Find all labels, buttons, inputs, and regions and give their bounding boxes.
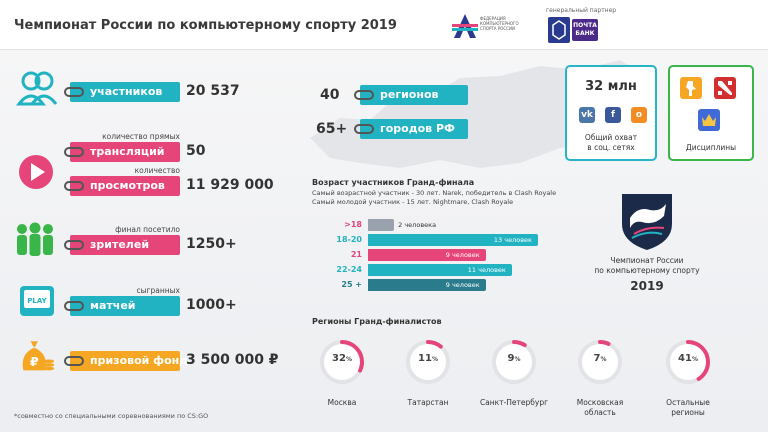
spectators-caption: финал посетило [115, 225, 180, 234]
age-row: >18 2 человека [312, 219, 552, 231]
region-percent: 32% [332, 353, 352, 364]
matches-label: матчей [64, 296, 180, 316]
region-percent: 11% [418, 353, 438, 364]
region-name: Санкт-Петербург [479, 398, 549, 407]
prize-label: призовой фонд [64, 351, 188, 371]
emblem-year: 2019 [630, 279, 664, 293]
region-percent: 9% [507, 353, 521, 364]
social-icons: vk f o [575, 107, 651, 123]
age-bar-text: 13 человек [493, 236, 532, 244]
sponsor-caption: генеральный партнер [546, 7, 617, 14]
region-name: Москва [327, 398, 357, 407]
age-bar: 9 человек [368, 249, 486, 261]
age-bar: 11 человек [368, 264, 512, 276]
championship-emblem-icon [622, 194, 672, 250]
matches-value: 1000+ [186, 297, 237, 313]
age-row-label: 18-20 [336, 235, 362, 244]
age-row: 18-20 13 человек [312, 234, 552, 246]
views-value: 11 929 000 [186, 177, 274, 193]
footnote: *совместно со специальными соревнованиям… [14, 412, 209, 420]
svg-text:₽: ₽ [30, 354, 39, 369]
age-row-label: 21 [350, 250, 362, 259]
spectators-label: зрителей [64, 235, 180, 255]
broadcasts-caption: количество прямых [102, 132, 180, 141]
age-row-label: 25 + [341, 280, 362, 289]
broadcasts-label: трансляций [64, 142, 180, 162]
broadcasts-value: 50 [186, 143, 206, 159]
age-bar-text: 11 человек [467, 266, 506, 274]
prize-value: 3 500 000 ₽ [186, 352, 279, 368]
social-reach-card: 32 млн vk f o Общий охват в соц. сетях [565, 65, 657, 161]
spectators-icon [17, 222, 53, 256]
money-bag-icon: ₽ [22, 341, 55, 371]
spectators-value: 1250+ [186, 236, 237, 252]
region-donut: 41% [664, 338, 712, 386]
cities-label: городов РФ [354, 119, 468, 139]
social-caption: Общий охват в соц. сетях [584, 133, 638, 152]
sponsor-logo: ПОЧТА БАНК [548, 17, 598, 43]
regions-value: 40 [320, 87, 340, 103]
age-row: 25 + 9 человек [312, 279, 552, 291]
federation-logo: ФЕДЕРАЦИЯ КОМПЬЮТЕРНОГО СПОРТА РОССИИ [452, 12, 524, 42]
region-name: Татарстан [407, 398, 449, 407]
participants-value: 20 537 [186, 83, 240, 99]
age-youngest-note: Самый молодой участник - 15 лет. Nightma… [312, 198, 514, 206]
age-row-label: 22-24 [336, 265, 362, 274]
region-donut: 32% [318, 338, 366, 386]
dota-2-icon [714, 77, 736, 99]
age-row: 21 9 человек [312, 249, 552, 261]
disciplines-caption: Дисциплины [685, 143, 737, 152]
views-caption: количество [134, 166, 180, 175]
cities-value: 65+ [316, 121, 348, 137]
age-row-label: >18 [344, 220, 362, 229]
clash-royale-icon [698, 109, 720, 131]
disciplines-card: Дисциплины [668, 65, 754, 161]
matches-caption: сыгранных [136, 286, 180, 295]
region-donut: 9% [490, 338, 538, 386]
federation-text: ФЕДЕРАЦИЯ КОМПЬЮТЕРНОГО СПОРТА РОССИИ [480, 16, 519, 31]
age-bar-text: 9 человек [445, 251, 480, 259]
age-bar-text: 9 человек [445, 281, 480, 289]
odnoklassniki-icon: o [631, 107, 647, 123]
age-bar-text: 2 человека [398, 221, 437, 229]
region-name: Московская область [576, 398, 624, 417]
age-bar: 9 человек [368, 279, 486, 291]
gamepad-play-icon: PLAY [20, 286, 54, 316]
regions-title: Регионы Гранд-финалистов [312, 317, 442, 326]
header: Чемпионат России по компьютерному спорту… [0, 0, 768, 50]
age-row: 22-24 11 человек [312, 264, 552, 276]
views-label: просмотров [64, 176, 180, 196]
participants-label: участников [64, 82, 180, 102]
regions-label: регионов [354, 85, 468, 105]
region-donut: 7% [576, 338, 624, 386]
age-bar: 13 человек [368, 234, 538, 246]
age-title: Возраст участников Гранд-финала [312, 178, 475, 187]
federation-emblem-icon [452, 14, 478, 38]
region-percent: 41% [678, 353, 698, 364]
region-donut: 11% [404, 338, 452, 386]
vk-icon: vk [579, 107, 595, 123]
cs-go-icon [680, 77, 702, 99]
page-title: Чемпионат России по компьютерному спорту… [14, 18, 397, 33]
age-bar: 2 человека [368, 219, 436, 231]
play-icon [19, 155, 53, 189]
sponsor-name: ПОЧТА БАНК [572, 19, 598, 41]
emblem-caption: Чемпионат России по компьютерному спорту [594, 256, 700, 275]
svg-text:PLAY: PLAY [27, 297, 47, 305]
region-name: Остальные регионы [666, 398, 710, 417]
post-emblem-icon [548, 17, 570, 43]
participants-icon [16, 71, 58, 106]
social-reach-value: 32 млн [585, 79, 637, 94]
age-oldest-note: Самый возрастной участник - 30 лет. Nare… [312, 189, 557, 197]
region-percent: 7% [593, 353, 607, 364]
facebook-icon: f [605, 107, 621, 123]
